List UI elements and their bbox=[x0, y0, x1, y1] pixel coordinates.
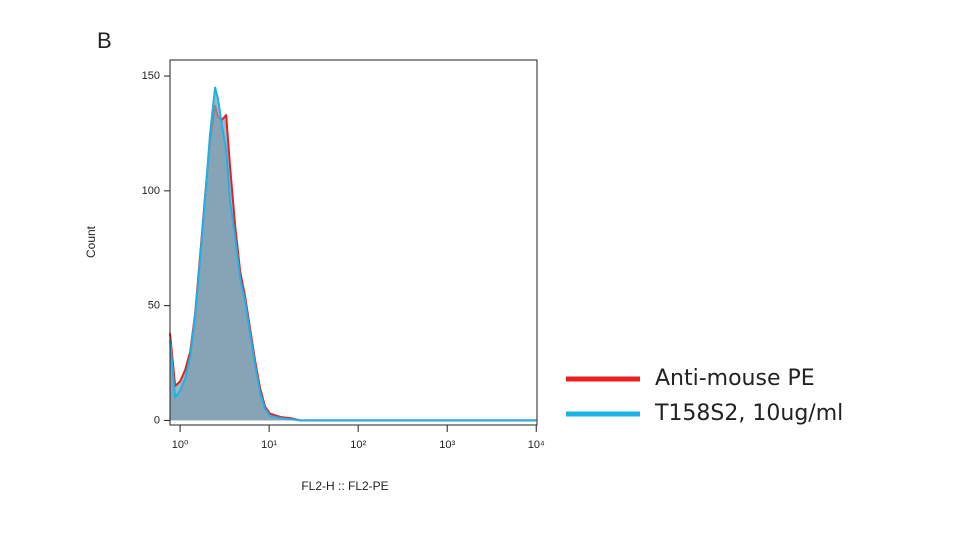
x-tick-label: 10³ bbox=[439, 439, 455, 451]
area bbox=[170, 87, 537, 421]
panel-label: B bbox=[97, 28, 112, 53]
x-axis-label: FL2-H :: FL2-PE bbox=[301, 479, 388, 493]
y-tick-label: 50 bbox=[148, 300, 160, 312]
x-tick-label: 10⁰ bbox=[172, 439, 189, 451]
plot-area bbox=[169, 86, 537, 422]
x-tick-label: 10⁴ bbox=[528, 439, 545, 451]
x-tick-label: 10¹ bbox=[261, 439, 277, 451]
y-axis-label: Count bbox=[84, 225, 98, 258]
y-tick-label: 100 bbox=[142, 185, 160, 197]
line bbox=[169, 86, 537, 422]
legend-label: T158S2, 10ug/ml bbox=[654, 401, 843, 426]
y-tick-label: 0 bbox=[154, 414, 160, 426]
x-tick-label: 10² bbox=[350, 439, 366, 451]
plot-frame bbox=[169, 59, 538, 426]
legend-label: Anti-mouse PE bbox=[655, 366, 815, 391]
y-tick-label: 150 bbox=[142, 70, 160, 82]
